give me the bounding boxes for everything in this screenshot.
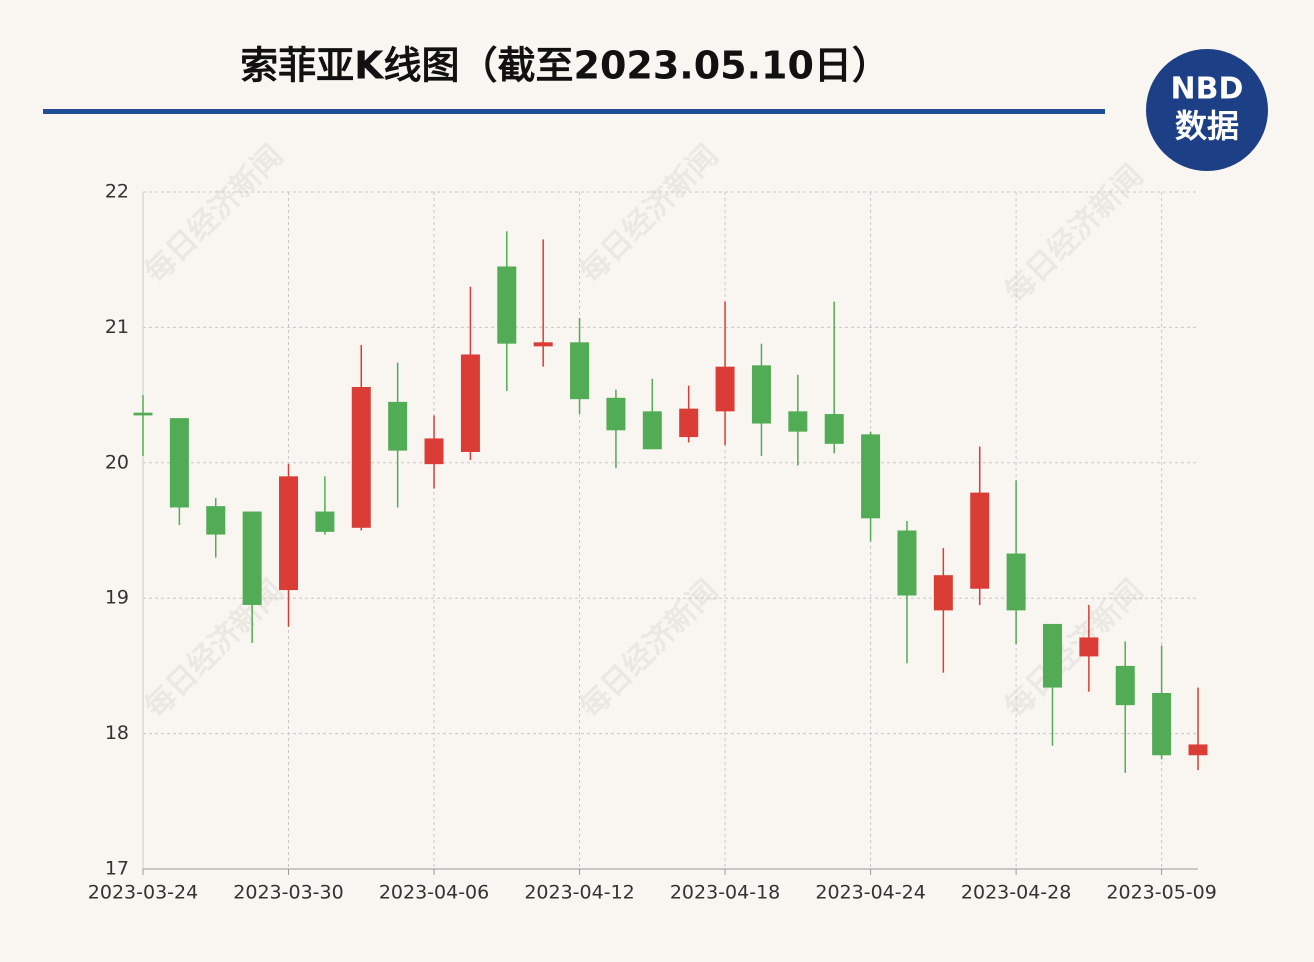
candle-body [424,438,444,465]
candle-body [460,354,480,452]
x-tick-label: 2023-04-24 [815,882,925,904]
candle-body [533,342,553,347]
candle-body [315,511,335,532]
candle-body [388,401,408,451]
candle-body [824,414,844,444]
watermark: 每日经济新闻 [573,573,725,725]
candle-body [1042,623,1062,688]
candle-body [1115,665,1135,706]
candle-body [679,408,699,438]
watermark: 每日经济新闻 [573,138,725,290]
y-tick-label: 18 [105,722,129,744]
y-tick-label: 21 [105,316,129,338]
candle-body [570,342,590,400]
candle-body [970,492,990,589]
y-tick-label: 19 [105,587,129,609]
x-tick-label: 2023-03-24 [88,882,198,904]
candle-body [1079,637,1099,657]
watermark: 每日经济新闻 [138,138,290,290]
x-tick-label: 2023-04-18 [670,882,780,904]
title-rule [43,109,1105,114]
y-tick-label: 17 [105,858,129,880]
candle-body [788,411,808,432]
candle-body [497,266,517,344]
y-tick-label: 20 [105,451,129,473]
x-tick-label: 2023-04-28 [961,882,1071,904]
chart-title: 索菲亚K线图（截至2023.05.10日） [240,44,890,88]
logo-text: NBD [1171,72,1244,107]
candle-body [169,418,189,508]
candle-body [897,530,917,596]
candle-body [1188,744,1208,756]
logo [1146,49,1268,171]
candle-body [642,411,662,450]
candle-body [1006,553,1026,611]
candle-body [206,506,226,535]
y-tick-label: 22 [105,181,129,203]
candle-body [933,575,953,611]
logo-text: 数据 [1175,107,1239,145]
candle-body [1152,692,1172,756]
watermark: 每日经济新闻 [998,158,1150,310]
candle-body [279,476,299,591]
candle-body [751,365,771,424]
candle-body [715,366,735,412]
x-tick-label: 2023-05-09 [1106,882,1216,904]
candle-body [861,434,881,519]
x-tick-label: 2023-03-30 [233,882,343,904]
watermark: 每日经济新闻 [138,573,290,725]
candle-body [133,412,153,416]
candle-body [242,511,262,605]
x-tick-label: 2023-04-06 [379,882,489,904]
x-tick-label: 2023-04-12 [524,882,634,904]
candle-body [606,397,626,431]
candle-body [351,386,371,528]
